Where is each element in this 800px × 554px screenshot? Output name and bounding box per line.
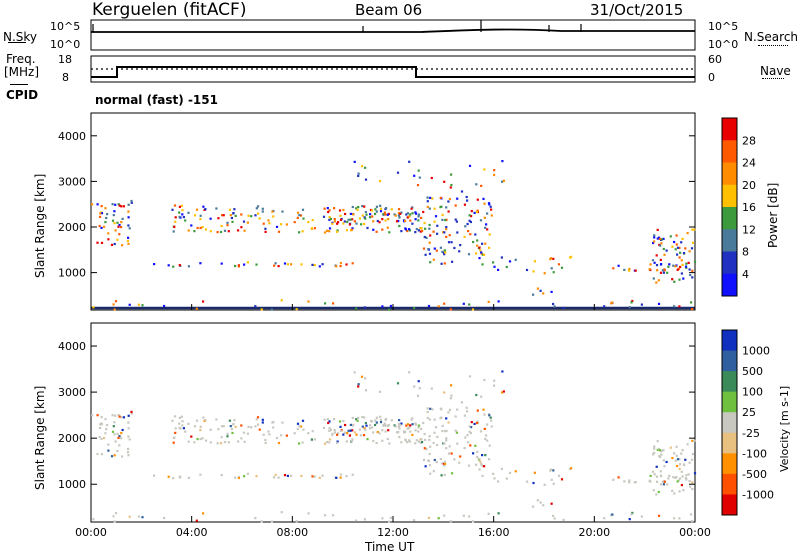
velocity-colorbar-tick-5: -100 — [742, 447, 767, 460]
power-colorbar-swatch-5 — [722, 229, 737, 252]
freq-right-tick-top: 60 — [708, 53, 722, 66]
noise-right-tick-bottom: 10^0 — [708, 38, 739, 51]
velocity-colorbar-swatch-1 — [722, 350, 737, 372]
power-colorbar-tick-5: 8 — [742, 246, 749, 259]
freq-label-2: [MHz] — [4, 65, 40, 79]
freq-trace — [91, 66, 695, 78]
velocity-echoes — [91, 370, 697, 523]
velocity-ylabel: Slant Range [km] — [33, 385, 47, 490]
ytick-label-0-1: 2000 — [58, 221, 86, 234]
freq-label-1: Freq. — [6, 52, 36, 66]
velocity-colorbar-swatch-7 — [722, 473, 737, 495]
power-colorbar-tick-0: 28 — [742, 134, 756, 147]
power-colorbar-swatch-6 — [722, 251, 737, 275]
freq-right-tick-bottom: 0 — [708, 71, 715, 84]
noise-sky-label: N.Sky — [3, 30, 38, 44]
freq-left-tick-bottom: 8 — [62, 71, 69, 84]
noise-sky-legend-line — [8, 42, 26, 43]
velocity-colorbar-tick-6: -500 — [742, 468, 767, 481]
x-axis-label: Time UT — [365, 540, 415, 554]
xtick-label-3: 12:00 — [377, 526, 409, 539]
velocity-colorbar-swatch-8 — [722, 494, 737, 516]
velocity-colorbar-swatch-5 — [722, 432, 737, 454]
power-colorbar-frame — [721, 117, 738, 297]
noise-left-tick-top: 10^5 — [50, 20, 81, 33]
velocity-colorbar-label: Velocity [m s-1] — [778, 385, 791, 472]
velocity-panel-frame — [90, 322, 696, 523]
velocity-colorbar-swatch-2 — [722, 371, 737, 393]
cpid-label: CPID — [6, 88, 39, 102]
nave-label: Nave — [760, 64, 791, 78]
noise-search-legend-line — [758, 45, 788, 46]
nave-legend-line — [762, 78, 784, 79]
ytick-label-1-1: 2000 — [58, 432, 86, 445]
ytick-label-1-0: 1000 — [58, 478, 86, 491]
power-colorbar-tick-2: 20 — [742, 179, 756, 192]
power-ylabel: Slant Range [km] — [33, 173, 47, 278]
ytick-label-0-3: 4000 — [58, 130, 86, 143]
power-colorbar-swatch-1 — [722, 140, 737, 163]
velocity-colorbar-tick-7: -1000 — [742, 488, 774, 501]
velocity-colorbar-swatch-3 — [722, 391, 737, 413]
ytick-label-1-3: 4000 — [58, 340, 86, 353]
power-colorbar-tick-3: 16 — [742, 201, 756, 214]
power-panel-frame — [90, 112, 696, 311]
power-colorbar-swatch-3 — [722, 184, 737, 208]
xtick-label-6: 00:00 — [679, 526, 711, 539]
xtick-label-1: 04:00 — [176, 526, 208, 539]
power-colorbar-tick-4: 12 — [742, 223, 756, 236]
station-title: Kerguelen (fitACF) — [92, 0, 247, 20]
cpid-text: normal (fast) -151 — [95, 93, 218, 107]
velocity-colorbar-swatch-6 — [722, 453, 737, 475]
velocity-colorbar-tick-1: 500 — [742, 365, 763, 378]
velocity-colorbar-tick-0: 1000 — [742, 345, 770, 358]
power-colorbar-swatch-0 — [722, 118, 737, 141]
velocity-colorbar-tick-4: -25 — [742, 427, 760, 440]
noise-sky-trace — [91, 28, 695, 33]
noise-right-tick-top: 10^5 — [708, 20, 739, 33]
power-colorbar-tick-6: 4 — [742, 268, 749, 281]
cpid-legend-line — [10, 84, 28, 85]
beam-title: Beam 06 — [355, 1, 423, 19]
power-colorbar-tick-1: 24 — [742, 157, 756, 170]
noise-panel-frame — [90, 19, 696, 51]
noise-left-tick-bottom: 10^0 — [50, 38, 81, 51]
date-title: 31/Oct/2015 — [590, 1, 684, 19]
power-echoes — [91, 160, 697, 311]
xtick-label-5: 20:00 — [578, 526, 610, 539]
velocity-colorbar-frame — [721, 329, 738, 516]
velocity-colorbar-swatch-4 — [722, 412, 737, 434]
xtick-label-2: 08:00 — [276, 526, 308, 539]
ytick-label-1-2: 3000 — [58, 386, 86, 399]
xtick-label-0: 00:00 — [75, 526, 107, 539]
velocity-colorbar-tick-2: 100 — [742, 386, 763, 399]
ytick-label-0-2: 3000 — [58, 175, 86, 188]
noise-search-label: N.Search — [744, 30, 799, 44]
freq-left-tick-top: 18 — [58, 53, 72, 66]
power-colorbar-label: Power [dB] — [766, 182, 780, 248]
velocity-colorbar-tick-3: 25 — [742, 406, 756, 419]
velocity-colorbar-swatch-0 — [722, 330, 737, 352]
power-colorbar-swatch-7 — [722, 273, 737, 297]
ytick-label-0-0: 1000 — [58, 267, 86, 280]
xtick-label-4: 16:00 — [478, 526, 510, 539]
power-colorbar-swatch-4 — [722, 207, 737, 230]
power-colorbar-swatch-2 — [722, 162, 737, 186]
